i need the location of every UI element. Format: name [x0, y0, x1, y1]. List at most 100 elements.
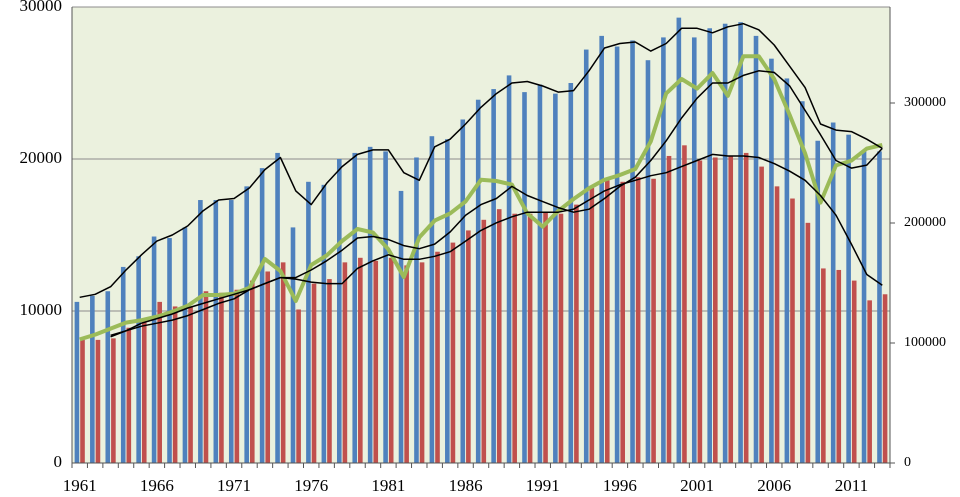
bar — [95, 339, 101, 463]
bar — [105, 291, 111, 463]
bar — [466, 230, 471, 463]
bar — [568, 83, 574, 463]
bar — [512, 213, 517, 463]
bar — [136, 256, 141, 463]
bar — [445, 139, 450, 464]
bar — [213, 200, 219, 464]
bar — [661, 37, 666, 464]
bar — [275, 152, 280, 464]
x-tick-label: 2006 — [757, 476, 791, 495]
bar — [882, 294, 888, 463]
bar — [682, 145, 687, 463]
bar — [645, 60, 651, 463]
bar — [800, 101, 805, 464]
bar — [867, 300, 872, 463]
bar — [311, 283, 317, 463]
bar — [774, 186, 780, 464]
bar — [290, 227, 296, 463]
bar — [475, 99, 481, 463]
bar — [830, 122, 836, 464]
bar — [280, 262, 286, 463]
x-tick-label: 1986 — [449, 476, 483, 495]
bar — [620, 181, 626, 464]
bar — [784, 78, 790, 463]
bar — [460, 119, 466, 463]
bar — [491, 89, 496, 463]
bar — [398, 190, 404, 464]
bar — [583, 49, 589, 464]
x-tick-label: 2011 — [835, 476, 868, 495]
bar — [126, 327, 132, 463]
x-tick-label: 1991 — [526, 476, 560, 495]
y2-tick-label: 100000 — [904, 335, 946, 350]
bar — [589, 187, 595, 463]
bar — [821, 268, 826, 463]
bar — [383, 151, 388, 463]
bar — [306, 181, 311, 464]
bar — [522, 92, 527, 464]
bar — [327, 279, 332, 463]
bar — [759, 166, 764, 463]
bar — [743, 152, 749, 464]
bar — [157, 301, 162, 463]
bar — [342, 262, 348, 463]
bar — [450, 242, 456, 463]
y2-tick-label: 200000 — [904, 215, 946, 230]
y2-tick-label: 300000 — [904, 95, 946, 110]
bar — [296, 309, 301, 463]
bar — [244, 186, 249, 464]
x-tick-label: 1961 — [63, 476, 97, 495]
bar — [358, 257, 363, 463]
bar — [722, 23, 728, 463]
x-tick-label: 1996 — [603, 476, 637, 495]
y2-axis: 0 100000 200000 300000 — [890, 95, 946, 470]
bar — [574, 204, 579, 463]
bar — [172, 306, 178, 463]
bar — [111, 338, 116, 463]
bar — [373, 260, 379, 463]
y-tick-label: 10000 — [20, 300, 63, 319]
bar — [167, 238, 172, 463]
bar — [558, 213, 564, 463]
x-tick-label: 2001 — [680, 476, 714, 495]
bar — [435, 251, 440, 463]
bar — [367, 146, 373, 463]
bar — [419, 262, 425, 463]
y-tick-label: 20000 — [20, 148, 63, 167]
bar — [429, 136, 435, 463]
bar — [352, 152, 358, 464]
bar — [697, 160, 703, 463]
bar — [388, 257, 394, 463]
bar — [249, 280, 255, 463]
bar — [265, 271, 271, 463]
bar — [506, 75, 512, 464]
bar — [815, 140, 821, 463]
bar — [753, 35, 759, 463]
bar — [537, 84, 543, 464]
bar — [234, 289, 240, 463]
bar — [543, 212, 548, 463]
bar — [336, 159, 342, 463]
bar — [604, 180, 610, 463]
bar — [228, 200, 234, 464]
bar — [707, 28, 713, 464]
bar — [151, 236, 157, 463]
bar — [666, 155, 672, 463]
bar — [321, 184, 327, 463]
bar — [836, 269, 842, 463]
x-tick-label: 1976 — [294, 476, 328, 495]
line — [79, 22, 883, 299]
bar — [738, 22, 743, 463]
bar — [769, 58, 774, 464]
bar — [614, 46, 620, 464]
bar — [861, 151, 867, 463]
bar — [74, 301, 80, 463]
bar — [404, 265, 409, 463]
y-tick-label: 30000 — [20, 0, 63, 15]
bar — [651, 178, 656, 463]
bar — [630, 40, 635, 463]
y2-tick-label: 0 — [904, 455, 911, 470]
bar — [414, 157, 419, 464]
plot-area — [72, 7, 890, 463]
bar — [713, 157, 718, 464]
